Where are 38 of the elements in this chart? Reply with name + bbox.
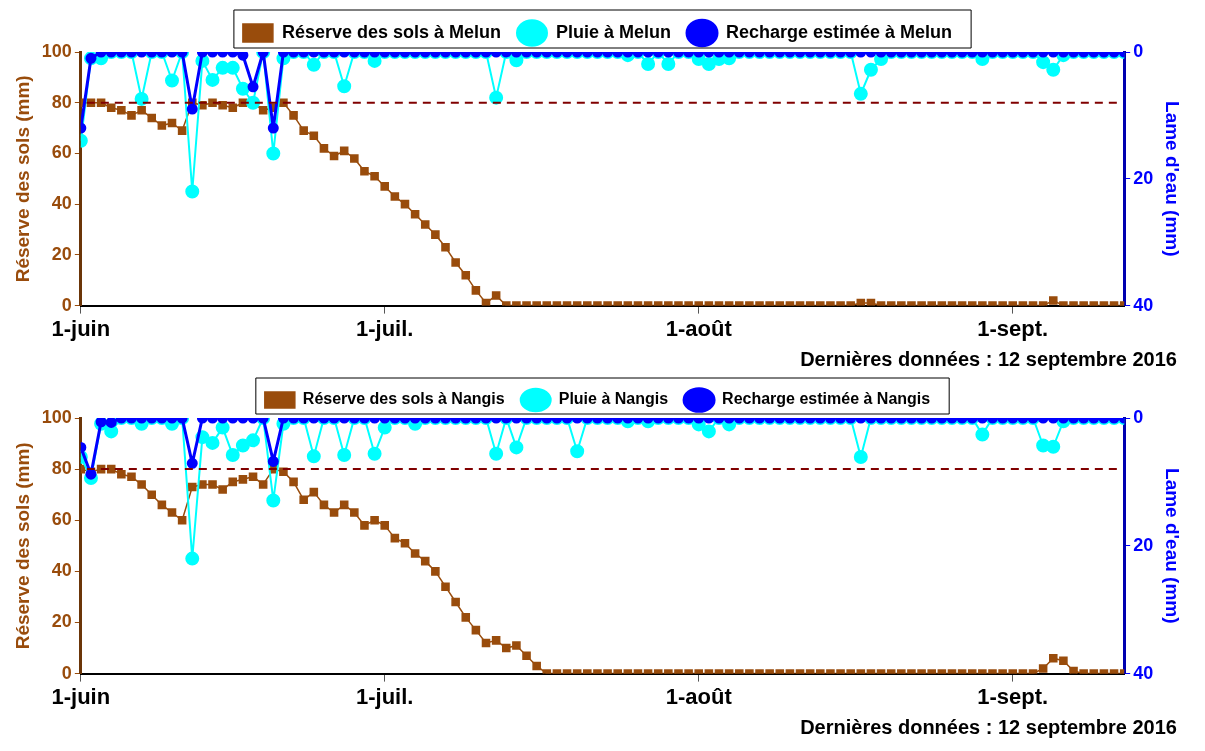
x-tick-label: 1-août bbox=[665, 315, 733, 341]
y-tick-label: 40 bbox=[51, 560, 72, 581]
y2-axis-title: Lame d'eau (mm) bbox=[1162, 101, 1184, 257]
legend-label: Réserve des sols à Melun bbox=[281, 21, 501, 42]
y-tick-label: 0 bbox=[61, 294, 72, 315]
y-tick-label: 100 bbox=[41, 406, 72, 427]
y-tick-label: 20 bbox=[51, 243, 72, 264]
x-tick-label: 1-sept. bbox=[977, 315, 1049, 341]
y-tick-label: 60 bbox=[51, 142, 72, 163]
y-axis-title: Réserve des sols (mm) bbox=[11, 442, 33, 650]
y-tick-label: 20 bbox=[51, 611, 72, 632]
x-tick-label: 1-juin bbox=[51, 315, 111, 341]
y-tick-label: 80 bbox=[51, 458, 72, 479]
x-tick-label: 1-sept. bbox=[977, 683, 1049, 709]
y-tick-label: 60 bbox=[51, 509, 72, 530]
legend-label: Pluie à Melun bbox=[556, 21, 672, 42]
y-tick-label: 40 bbox=[51, 193, 72, 214]
y-axis-title: Réserve des sols (mm) bbox=[11, 75, 33, 283]
y-tick-label: 80 bbox=[51, 91, 72, 112]
y2-tick-label: 20 bbox=[1133, 534, 1154, 555]
legend-label: Recharge estimée à Nangis bbox=[722, 390, 931, 408]
y2-tick-label: 0 bbox=[1133, 406, 1144, 427]
x-tick-label: 1-juin bbox=[51, 683, 111, 709]
legend-label: Réserve des sols à Nangis bbox=[302, 390, 505, 408]
x-tick-label: 1-juil. bbox=[355, 315, 414, 341]
y2-tick-label: 0 bbox=[1133, 40, 1144, 61]
legend-label: Recharge estimée à Melun bbox=[726, 21, 953, 42]
y2-tick-label: 20 bbox=[1133, 167, 1154, 188]
legend-label: Pluie à Nangis bbox=[558, 390, 669, 408]
y2-axis-title: Lame d'eau (mm) bbox=[1162, 468, 1184, 624]
x-tick-label: 1-juil. bbox=[355, 683, 414, 709]
x-tick-label: 1-août bbox=[665, 683, 733, 709]
y2-tick-label: 40 bbox=[1133, 294, 1154, 315]
y-tick-label: 0 bbox=[61, 662, 72, 683]
y2-tick-label: 40 bbox=[1133, 662, 1154, 683]
text: Dernières données : 12 septembre 2016 bbox=[799, 715, 1178, 740]
text: Dernières données : 12 septembre 2016 bbox=[799, 347, 1178, 372]
y-tick-label: 100 bbox=[41, 40, 72, 61]
